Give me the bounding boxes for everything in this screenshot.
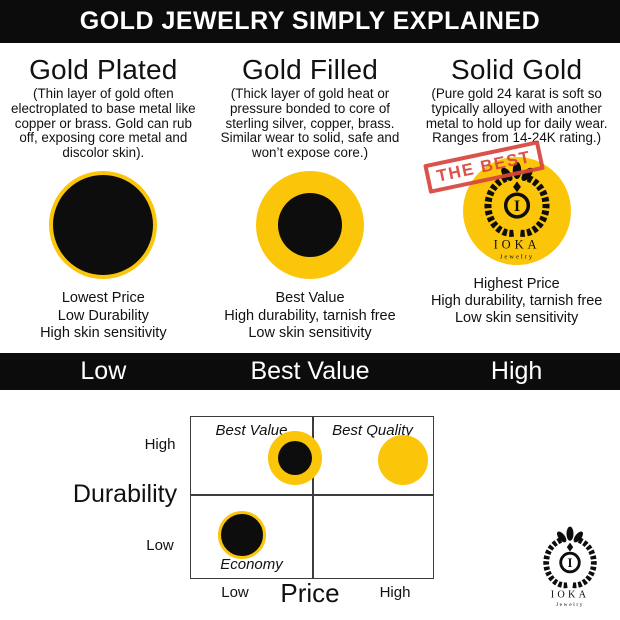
- quadrant-vertical-divider: [312, 417, 314, 578]
- gold-filled-description: (Thick layer of gold heat or pressure bo…: [220, 86, 400, 160]
- gold-filled-diagram: [207, 164, 414, 286]
- x-axis-title: Price: [280, 578, 340, 608]
- quadrant-plot: Best Value Best Quality Economy: [190, 416, 434, 579]
- brand-sub-text: Jewelry: [555, 602, 583, 608]
- scale-low-label: Low: [80, 357, 127, 385]
- gold-plated-diagram: [0, 164, 207, 286]
- y-axis-title: Durability: [72, 480, 178, 508]
- brand-name-text: IOKA: [493, 237, 540, 251]
- svg-text:I: I: [514, 198, 520, 215]
- thin-gold-layer-circle-icon: [49, 171, 158, 280]
- quadrant-label-best-quality: Best Quality: [332, 422, 413, 439]
- quadrant-label-economy: Economy: [220, 556, 283, 573]
- metal-core-icon: [277, 193, 342, 258]
- solid-gold-diagram: THE BEST IOKA I IOKA Jewelry: [413, 139, 620, 272]
- column-gold-filled: Gold Filled (Thick layer of gold heat or…: [207, 43, 414, 353]
- brand-name-text: IOKA: [550, 590, 588, 601]
- summary-line: Highest Price: [473, 275, 560, 292]
- header-bar: GOLD JEWELRY SIMPLY EXPLAINED: [0, 0, 620, 43]
- solid-gold-title: Solid Gold: [451, 54, 583, 85]
- type-columns: Gold Plated (Thin layer of gold often el…: [0, 43, 620, 353]
- brand-sub-text: Jewelry: [500, 253, 534, 260]
- summary-line: High durability, tarnish free: [430, 292, 603, 309]
- summary-line: Best Value: [275, 290, 345, 307]
- y-tick-high: High: [144, 436, 176, 453]
- summary-line: High skin sensitivity: [40, 324, 167, 341]
- gold-plated-summary: Lowest Price Low Durability High skin se…: [0, 290, 207, 341]
- summary-line: High durability, tarnish free: [224, 307, 396, 324]
- ioka-brand-logo: I IOKA Jewelry: [527, 526, 612, 608]
- ioka-crest-icon: I IOKA Jewelry: [542, 526, 597, 608]
- gold-plated-description: (Thin layer of gold often electroplated …: [11, 86, 196, 160]
- column-solid-gold: Solid Gold (Pure gold 24 karat is soft s…: [413, 43, 620, 353]
- gold-filled-summary: Best Value High durability, tarnish free…: [207, 290, 414, 341]
- gold-plated-title: Gold Plated: [29, 54, 178, 85]
- summary-line: Low skin sensitivity: [248, 324, 372, 341]
- summary-line: Low Durability: [57, 307, 149, 324]
- solid-gold-marker: [378, 435, 428, 485]
- value-scale-bar: Low Best Value High: [0, 353, 620, 390]
- gold-filled-marker-core: [278, 441, 312, 475]
- summary-line: Lowest Price: [61, 290, 145, 307]
- solid-gold-description: (Pure gold 24 karat is soft so typically…: [425, 86, 608, 146]
- gold-filled-marker: [268, 431, 322, 485]
- price-durability-chart: High Durability Low Best Value Best Qual…: [0, 390, 620, 620]
- gold-filled-title: Gold Filled: [241, 54, 378, 85]
- svg-text:I: I: [567, 556, 572, 570]
- thick-gold-layer-circle-icon: [255, 171, 364, 280]
- quadrant-horizontal-divider: [191, 494, 433, 496]
- scale-high-label: High: [490, 357, 543, 385]
- x-tick-high: High: [379, 584, 411, 601]
- x-tick-low: Low: [221, 584, 249, 601]
- ioka-crest-icon: IOKA I IOKA Jewelry: [484, 161, 550, 260]
- quadrant-label-best-value: Best Value: [215, 422, 288, 439]
- page-title: GOLD JEWELRY SIMPLY EXPLAINED: [79, 7, 541, 35]
- scale-best-value-label: Best Value: [250, 357, 370, 385]
- column-gold-plated: Gold Plated (Thin layer of gold often el…: [0, 43, 207, 353]
- gold-plated-marker: [218, 511, 266, 559]
- summary-line: Low skin sensitivity: [454, 310, 579, 327]
- y-tick-low: Low: [146, 537, 174, 554]
- solid-gold-summary: Highest Price High durability, tarnish f…: [413, 276, 620, 327]
- solid-gold-circle-icon: IOKA I IOKA Jewelry: [462, 156, 571, 265]
